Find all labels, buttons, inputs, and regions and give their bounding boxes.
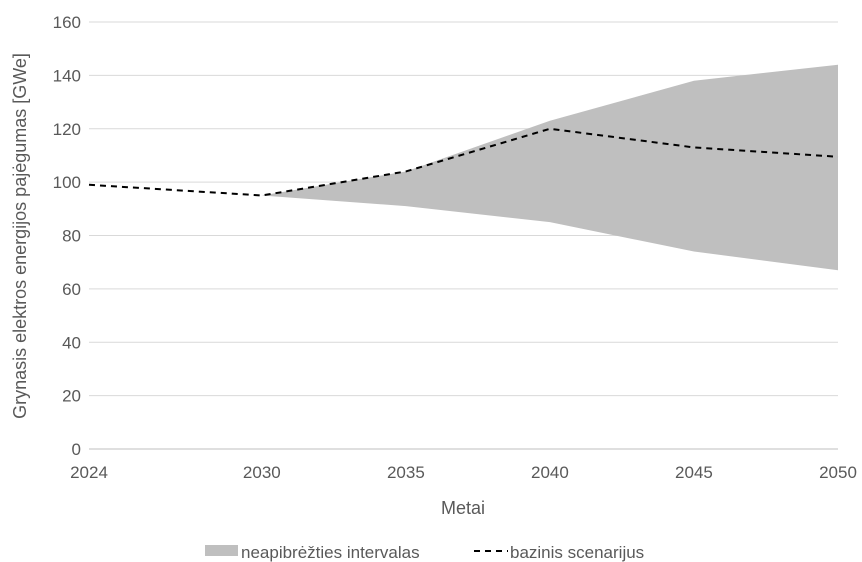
- x-tick-label: 2024: [70, 463, 108, 482]
- y-tick-labels: 0 20 40 60 80 100 120 140 160: [53, 13, 81, 459]
- y-tick-label: 100: [53, 173, 81, 192]
- y-tick-label: 140: [53, 66, 81, 85]
- x-tick-labels: 2024 2030 2035 2040 2045 2050: [70, 463, 857, 482]
- x-tick-label: 2050: [819, 463, 857, 482]
- legend-band-label: neapibrėžties intervalas: [241, 543, 420, 562]
- y-tick-label: 40: [62, 333, 81, 352]
- y-tick-label: 60: [62, 280, 81, 299]
- x-tick-label: 2045: [675, 463, 713, 482]
- legend-line-label: bazinis scenarijus: [510, 543, 644, 562]
- baseline-line-layer: [88, 127, 839, 197]
- x-tick-label: 2040: [531, 463, 569, 482]
- y-tick-label: 0: [72, 440, 81, 459]
- baseline-scenario-line: [88, 127, 839, 197]
- uncertainty-band-layer: [261, 64, 838, 271]
- x-tick-label: 2030: [243, 463, 281, 482]
- legend-band-swatch: [205, 545, 238, 556]
- y-tick-label: 20: [62, 387, 81, 406]
- uncertainty-band: [261, 64, 838, 271]
- y-tick-label: 80: [62, 227, 81, 246]
- legend: neapibrėžties intervalas bazinis scenari…: [205, 543, 644, 562]
- x-tick-label: 2035: [387, 463, 425, 482]
- y-axis-title: Grynasis elektros energijos pajėgumas [G…: [10, 53, 30, 419]
- x-axis-title: Metai: [441, 498, 485, 518]
- y-tick-label: 120: [53, 120, 81, 139]
- y-tick-label: 160: [53, 13, 81, 32]
